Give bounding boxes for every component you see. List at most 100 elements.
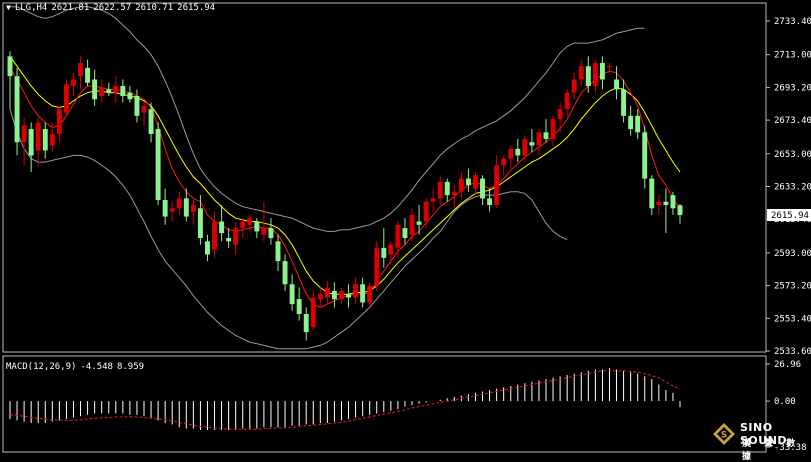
price-tick-label: 2533.60 <box>774 347 811 357</box>
candle-body <box>501 158 507 166</box>
svg-text:S: S <box>721 431 727 441</box>
candle-body <box>240 221 246 229</box>
macd-signal-line <box>9 370 681 430</box>
candle-body <box>148 109 154 134</box>
candle-body <box>113 86 119 93</box>
candle-body <box>458 178 464 192</box>
logo-icon: S <box>713 423 735 445</box>
bollinger-bands <box>9 6 645 350</box>
collapse-arrow-icon[interactable]: ▼ <box>6 3 11 12</box>
macd-label: MACD(12,26,9) <box>6 362 77 372</box>
candle-body <box>176 198 182 209</box>
candle-body <box>473 175 478 189</box>
candle-body <box>155 129 161 201</box>
candle-body <box>465 178 471 186</box>
candle-body <box>614 79 619 90</box>
sino-sound-logo: S SINO SOUND 漢 聲 數 據 <box>712 418 808 462</box>
price-tick-label: 2593.00 <box>774 249 811 259</box>
candlesticks <box>7 51 683 341</box>
candle-body <box>35 122 41 151</box>
candle-body <box>557 109 563 120</box>
candle-body <box>212 221 217 250</box>
candle-body <box>310 297 316 328</box>
candle-body <box>127 92 133 100</box>
candle-body <box>409 214 415 235</box>
candle-body <box>120 86 126 96</box>
candle-body <box>515 148 521 156</box>
macd-panel: 26.96 0.00 -33.38 <box>9 360 807 453</box>
candle-body <box>324 287 330 298</box>
candle-body <box>487 198 493 205</box>
price-axis: 2733.40 2713.00 2693.20 2673.40 2653.00 2633.… <box>766 17 811 357</box>
candle-body <box>346 294 351 298</box>
price-tick-label: 2553.40 <box>774 314 811 324</box>
candle-body <box>317 294 323 300</box>
candle-body <box>85 67 91 83</box>
candle-body <box>49 133 55 146</box>
price-tick-label: 2713.00 <box>774 51 811 61</box>
macd-tick-label: 0.00 <box>774 397 796 407</box>
candle-body <box>14 76 20 143</box>
current-price-box <box>767 209 811 222</box>
candle-body <box>106 89 112 93</box>
candle-body <box>663 201 669 205</box>
candle-body <box>303 314 309 333</box>
candle-body <box>529 142 535 146</box>
candle-body <box>247 218 253 225</box>
candle-body <box>656 201 662 205</box>
candle-body <box>233 228 239 245</box>
candle-body <box>550 119 556 139</box>
price-tick-label: 2573.20 <box>774 282 811 292</box>
candle-body <box>621 89 627 116</box>
bollinger-lower-line <box>9 109 568 350</box>
candle-body <box>423 201 429 222</box>
price-tick-label: 2673.40 <box>774 116 811 126</box>
candle-body <box>599 62 605 80</box>
candle-body <box>522 138 528 156</box>
candle-body <box>388 244 394 255</box>
candle-body <box>578 66 584 80</box>
candle-body <box>402 228 408 239</box>
candle-body <box>205 241 210 255</box>
candle-body <box>219 221 225 234</box>
current-price-label: 2615.94 <box>771 211 809 221</box>
chart-frame <box>2 2 767 453</box>
candle-body <box>99 87 105 96</box>
candle-body <box>183 198 189 217</box>
candle-body <box>437 181 443 199</box>
candle-body <box>642 132 648 179</box>
candle-body <box>197 208 203 239</box>
candle-body <box>494 165 500 205</box>
candle-body <box>296 299 302 315</box>
symbol-label: LLG,H4 <box>14 3 48 13</box>
candle-body <box>92 79 98 100</box>
candle-body <box>430 198 436 202</box>
candle-body <box>339 290 344 300</box>
low-value: 2610.71 <box>135 3 174 13</box>
high-value: 2622.57 <box>93 3 132 13</box>
candle-body <box>162 200 168 217</box>
price-tick-label: 2693.20 <box>774 83 811 93</box>
candle-body <box>536 132 542 146</box>
candle-body <box>374 247 380 286</box>
open-value: 2621.81 <box>51 3 90 13</box>
candle-body <box>268 228 274 239</box>
candle-body <box>331 290 337 300</box>
candle-body <box>71 79 76 87</box>
candle-body <box>289 284 295 305</box>
price-panel-border <box>2 2 767 353</box>
price-tick-label: 2653.00 <box>774 150 811 160</box>
candle-body <box>451 191 457 196</box>
candle-body <box>592 62 598 87</box>
candle-body <box>360 284 366 303</box>
candle-body <box>226 238 232 242</box>
candle-body <box>564 92 570 110</box>
macd-signal-value: 8.959 <box>116 362 145 372</box>
candle-body <box>261 228 267 235</box>
candle-body <box>444 181 450 196</box>
candle-body <box>56 109 62 134</box>
candle-body <box>416 221 422 225</box>
candle-body <box>134 95 140 116</box>
candle-body <box>78 62 83 77</box>
